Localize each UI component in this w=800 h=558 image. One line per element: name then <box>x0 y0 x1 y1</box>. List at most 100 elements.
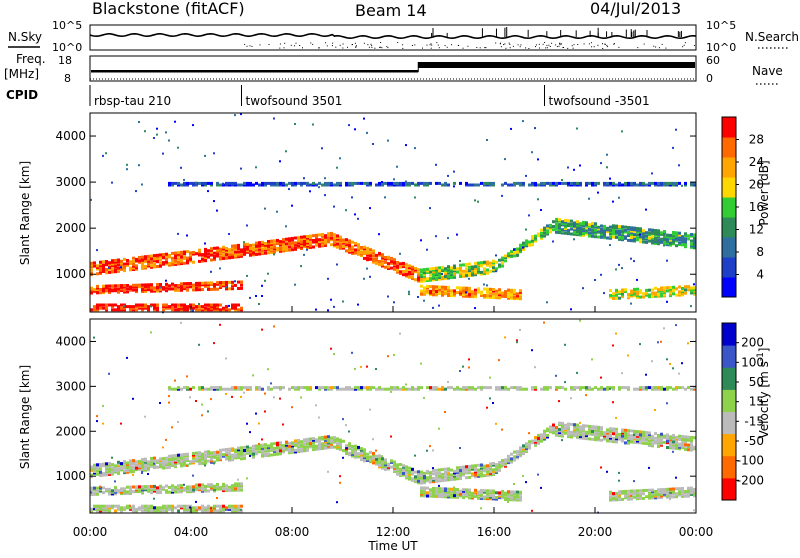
power-scatter <box>144 130 146 133</box>
velocity-cell <box>402 468 405 472</box>
power-cell <box>186 306 189 310</box>
power-cell <box>438 288 441 292</box>
power-cell <box>492 266 495 270</box>
velocity-cell <box>183 507 186 511</box>
velocity-cell <box>657 434 660 437</box>
velocity-cell <box>420 475 423 479</box>
velocity-cell <box>93 468 96 472</box>
velocity-cell <box>519 490 522 494</box>
power-cell <box>495 267 498 271</box>
power-cell <box>102 303 105 307</box>
velocity-scatter <box>126 356 128 359</box>
power-cell <box>612 225 615 229</box>
power-cell <box>225 183 228 187</box>
power-cell <box>129 266 132 270</box>
power-cell <box>225 287 228 291</box>
power-cell <box>168 306 171 310</box>
power-cell <box>138 283 141 287</box>
power-cell <box>531 183 534 187</box>
power-cell <box>156 257 159 260</box>
velocity-scatter <box>273 325 275 328</box>
velocity-cell <box>693 489 696 493</box>
velocity-cell <box>507 461 510 465</box>
power-cell <box>261 240 264 244</box>
power-scatter <box>222 182 224 185</box>
velocity-cell <box>93 470 96 473</box>
velocity-cell <box>144 509 147 513</box>
velocity-cell <box>141 491 144 495</box>
power-cell <box>438 181 441 185</box>
power-cell <box>189 282 192 285</box>
velocity-cell <box>225 451 228 455</box>
velocity-cell <box>261 445 264 449</box>
power-cell <box>348 247 351 251</box>
power-cell <box>342 241 345 245</box>
velocity-cell <box>102 509 105 513</box>
velocity-scatter <box>654 409 656 411</box>
velocity-cell <box>357 455 360 459</box>
power-cell <box>186 256 189 260</box>
power-cell <box>645 288 648 292</box>
power-cell <box>264 183 267 187</box>
velocity-cell <box>540 387 543 391</box>
velocity-cell <box>393 470 396 473</box>
velocity-cell <box>156 506 159 510</box>
power-cell <box>177 181 180 185</box>
power-cell <box>651 293 654 297</box>
velocity-cell <box>99 486 102 490</box>
velocity-scatter <box>474 493 476 496</box>
velocity-scatter <box>468 358 470 361</box>
power-cell <box>132 285 135 289</box>
velocity-scatter <box>264 410 266 413</box>
power-cell <box>615 235 618 239</box>
nsearch-point <box>606 44 608 46</box>
power-cell <box>90 263 93 267</box>
power-cell <box>471 265 474 269</box>
velocity-cell <box>510 490 513 494</box>
velocity-cell <box>447 478 450 482</box>
velocity-cell <box>642 430 645 434</box>
power-cell <box>174 288 177 292</box>
velocity-cell <box>168 465 171 469</box>
power-cell <box>603 229 606 233</box>
velocity-cell <box>426 491 429 495</box>
velocity-cell <box>672 492 675 496</box>
velocity-cell <box>612 493 615 497</box>
power-cell <box>201 283 204 287</box>
velocity-cell <box>96 472 99 476</box>
nsearch-point <box>558 45 560 47</box>
velocity-cell <box>669 440 672 443</box>
velocity-scatter <box>279 397 281 400</box>
velocity-cell <box>219 486 222 489</box>
velocity-cell <box>432 469 435 473</box>
velocity-cell <box>609 438 612 442</box>
power-cell <box>204 183 207 187</box>
velocity-cell <box>366 457 369 461</box>
power-cell <box>609 225 612 229</box>
velocity-cell <box>666 495 669 499</box>
nsearch-point <box>484 47 486 49</box>
power-cell <box>153 263 156 267</box>
velocity-cell <box>261 443 264 447</box>
nsearch-point <box>402 44 404 46</box>
power-cell <box>213 246 216 250</box>
velocity-cell <box>324 438 327 442</box>
velocity-cell <box>180 456 183 460</box>
power-cell <box>264 242 267 245</box>
power-cell <box>117 287 120 291</box>
power-cell <box>549 225 552 229</box>
velocity-cell <box>159 459 162 462</box>
power-cell <box>324 242 327 246</box>
velocity-scatter <box>525 481 527 484</box>
power-cell <box>294 181 297 185</box>
velocity-cell <box>348 445 351 449</box>
velocity-cell <box>114 492 117 496</box>
power-cell <box>501 183 504 187</box>
velocity-cell <box>438 493 441 497</box>
nsky-series <box>89 27 697 49</box>
velocity-cell <box>672 437 675 441</box>
velocity-cell <box>621 490 624 494</box>
velocity-cell <box>255 447 258 451</box>
velocity-cell <box>576 386 579 390</box>
power-cell <box>303 245 306 248</box>
